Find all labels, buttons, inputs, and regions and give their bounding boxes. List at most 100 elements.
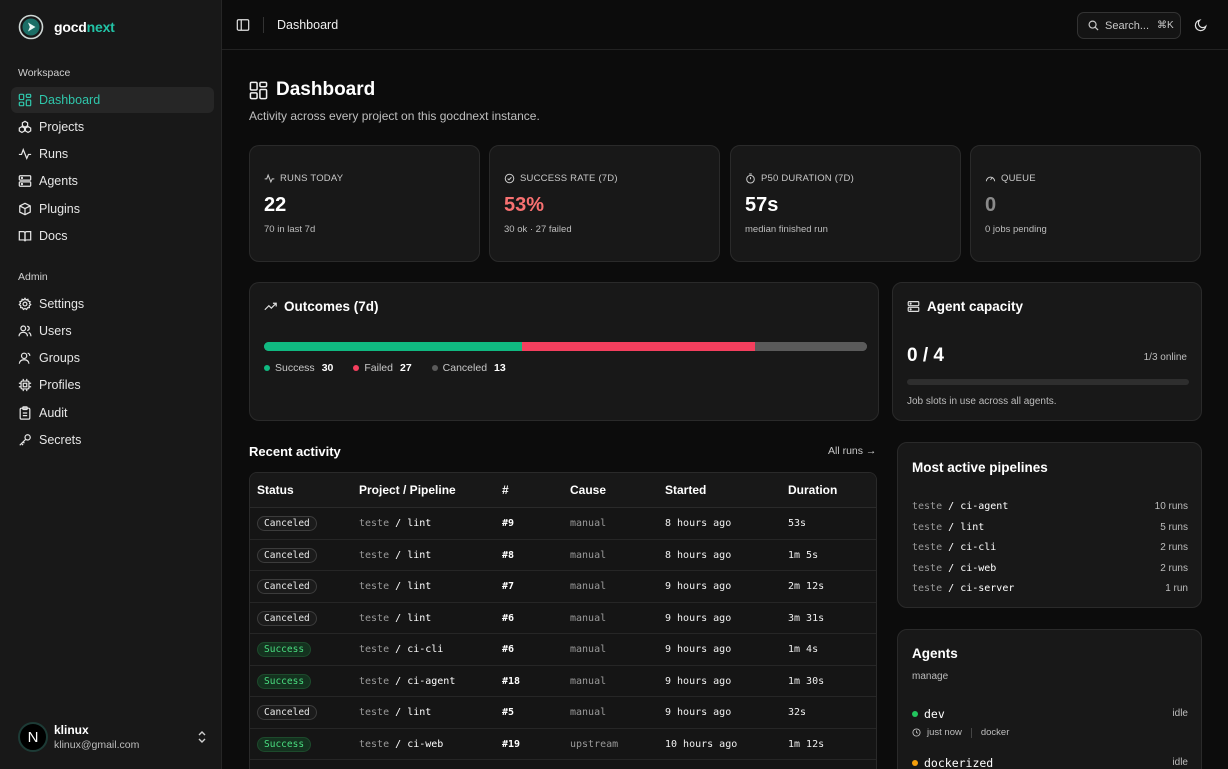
chevrons-up-down-icon[interactable] (196, 730, 208, 744)
agents-card: Agents manage dev idle just now docker d… (897, 629, 1202, 769)
run-started: 8 hours ago (665, 549, 732, 561)
run-started: 9 hours ago (665, 644, 732, 655)
status-badge: Canceled (257, 705, 317, 720)
sidebar-item-audit[interactable]: Audit (11, 400, 214, 426)
run-duration: 1m 30s (788, 675, 825, 687)
nav-section-workspace: Workspace (18, 67, 71, 79)
table-row[interactable]: Canceled teste / lint #6 manual 9 hours ago 3… (250, 603, 876, 634)
user-menu[interactable]: N klinux klinux@gmail.com (18, 720, 214, 754)
sidebar-item-profiles[interactable]: Profiles (11, 372, 214, 398)
search-shortcut: ⌘K (1157, 20, 1174, 31)
agent-row-dev[interactable]: dev idle just now docker (912, 707, 1188, 738)
sidebar-item-label: Profiles (39, 378, 81, 392)
moon-icon[interactable] (1194, 18, 1208, 32)
column-header-duration[interactable]: Duration (788, 483, 838, 497)
sidebar-toggle-icon[interactable] (236, 18, 250, 32)
agent-status-dot (912, 760, 918, 766)
agent-status-dot (912, 711, 918, 717)
project-pipeline[interactable]: teste / ci-web (359, 738, 444, 750)
sidebar-item-label: Docs (39, 229, 68, 243)
outcome-segment-canceled (755, 342, 867, 351)
run-number[interactable]: #18 (502, 675, 521, 687)
run-duration: 2m 12s (788, 581, 825, 592)
pipeline-run-count: 2 runs (1160, 542, 1188, 553)
stat-card-queue: QUEUE 0 0 jobs pending (970, 145, 1201, 262)
outcomes-card: Outcomes (7d) Success 30 Failed 27 Cance… (249, 282, 879, 421)
agent-row-dockerized[interactable]: dockerized idle (912, 756, 1188, 769)
table-row[interactable]: Success teste / ci-web #19 upstream 10 hours… (250, 729, 876, 760)
stat-label: QUEUE (985, 173, 1036, 184)
run-number[interactable]: #19 (502, 738, 521, 750)
run-cause: upstream (570, 738, 619, 750)
nav-section-admin: Admin (18, 271, 48, 283)
sidebar-item-users[interactable]: Users (11, 318, 214, 344)
brand[interactable]: gocdnext (18, 14, 115, 40)
chip-icon (18, 378, 32, 392)
sidebar-item-plugins[interactable]: Plugins (11, 196, 214, 222)
table-row[interactable]: Canceled teste / lint #8 manual 8 hours ago 1… (250, 540, 876, 571)
sidebar-item-agents[interactable]: Agents (11, 168, 214, 194)
run-started: 9 hours ago (665, 707, 732, 718)
sidebar-item-dashboard[interactable]: Dashboard (11, 87, 214, 113)
list-item[interactable]: teste / ci-server 1 run (912, 583, 1188, 594)
most-active-pipelines-card: Most active pipelines teste / ci-agent 10… (897, 442, 1202, 608)
sidebar-item-secrets[interactable]: Secrets (11, 427, 214, 453)
sidebar-item-label: Agents (39, 174, 78, 188)
clipboard-icon (19, 406, 31, 420)
project-pipeline[interactable]: teste / lint (359, 707, 432, 718)
list-item[interactable]: teste / ci-agent 10 runs (912, 501, 1188, 512)
sidebar-item-projects[interactable]: Projects (11, 114, 214, 140)
capacity-bar (907, 379, 1189, 385)
project-pipeline[interactable]: teste / ci-cli (359, 644, 444, 655)
run-number[interactable]: #5 (502, 707, 515, 718)
run-number[interactable]: #9 (502, 518, 515, 529)
column-header-status[interactable]: Status (257, 483, 294, 497)
table-row[interactable]: Canceled teste / lint #9 manual 8 hours ago 5… (250, 508, 876, 540)
list-item[interactable]: teste / ci-cli 2 runs (912, 542, 1188, 553)
run-duration: 53s (788, 518, 807, 529)
run-number[interactable]: #6 (502, 612, 515, 624)
status-badge: Canceled (257, 610, 317, 626)
users-icon (18, 325, 32, 337)
legend-item-canceled: Canceled 13 (431, 362, 506, 374)
column-header-started[interactable]: Started (665, 483, 707, 497)
project-pipeline[interactable]: teste / ci-agent (359, 675, 456, 687)
sidebar-item-docs[interactable]: Docs (11, 223, 214, 249)
table-row[interactable]: Success teste / ci-agent #18 manual 9 hours … (250, 666, 876, 697)
sidebar-item-runs[interactable]: Runs (11, 141, 214, 167)
sidebar-item-groups[interactable]: Groups (11, 345, 214, 371)
project-pipeline[interactable]: teste / lint (359, 612, 432, 624)
column-header-project[interactable]: Project / Pipeline (359, 483, 456, 497)
capacity-value: 0 / 4 (907, 345, 944, 366)
stat-value: 22 (264, 194, 287, 216)
stat-hint: 30 ok · 27 failed (504, 224, 572, 235)
table-row[interactable]: Canceled teste / lint #7 manual 9 hours ago 2… (250, 571, 876, 603)
user-name: klinux (54, 723, 89, 737)
table-row[interactable]: Success teste / ci-cli #6 manual 9 hours ago… (250, 634, 876, 666)
sidebar-item-settings[interactable]: Settings (11, 291, 214, 317)
gear-icon (18, 297, 32, 311)
project-pipeline[interactable]: teste / lint (359, 581, 432, 592)
search-button[interactable]: Search... ⌘K (1077, 12, 1181, 39)
manage-agents-link[interactable]: manage (912, 671, 949, 682)
list-item[interactable]: teste / ci-web 2 runs (912, 563, 1188, 574)
run-number[interactable]: #8 (502, 549, 515, 561)
run-number[interactable]: #6 (502, 644, 515, 655)
stat-hint: 70 in last 7d (264, 224, 316, 235)
brand-name: gocdnext (54, 19, 115, 35)
project-pipeline[interactable]: teste / lint (359, 518, 432, 529)
pipeline-name: teste / ci-cli (912, 542, 997, 553)
list-item[interactable]: teste / lint 5 runs (912, 522, 1188, 533)
column-header-cause[interactable]: Cause (570, 483, 607, 497)
table-row[interactable]: Canceled teste / lint #5 manual 9 hours ago 3… (250, 697, 876, 729)
all-runs-link[interactable]: All runs → (828, 445, 877, 457)
project-pipeline[interactable]: teste / lint (359, 549, 432, 561)
run-number[interactable]: #7 (502, 581, 515, 592)
capacity-online: 1/3 online (1143, 352, 1187, 363)
stat-label: RUNS TODAY (264, 173, 343, 184)
pipeline-run-count: 1 run (1165, 583, 1188, 594)
column-header-number[interactable]: # (502, 483, 509, 497)
gauge-icon (985, 176, 996, 182)
run-started: 10 hours ago (665, 738, 738, 750)
clock-icon (912, 728, 921, 737)
